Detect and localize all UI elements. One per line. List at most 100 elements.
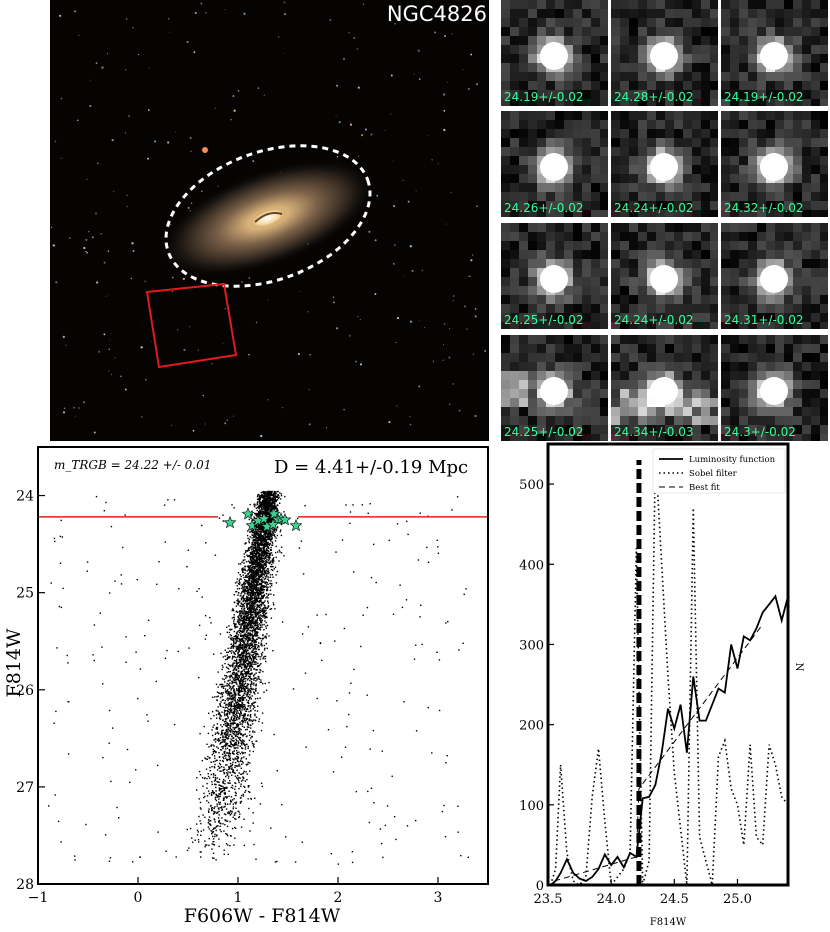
pixel: [692, 241, 701, 250]
pixel: [730, 45, 739, 54]
pixel: [620, 398, 629, 407]
field-star: [90, 80, 91, 81]
pixel: [775, 183, 784, 192]
cmd-star: [272, 532, 273, 533]
pixel: [730, 389, 739, 398]
pixel: [683, 232, 692, 241]
cmd-star: [242, 707, 243, 708]
cmd-star: [222, 694, 223, 695]
pixel: [591, 295, 600, 304]
pixel: [573, 223, 582, 232]
pixel: [665, 407, 674, 416]
cmd-star: [250, 559, 251, 560]
pixel: [501, 268, 510, 277]
cmd-star: [262, 577, 263, 578]
pixel: [555, 18, 564, 27]
pixel: [802, 27, 811, 36]
pixel: [656, 27, 665, 36]
pixel: [739, 0, 748, 9]
pixel: [591, 268, 600, 277]
pixel: [674, 335, 683, 344]
pixel: [683, 223, 692, 232]
pixel: [591, 138, 600, 147]
pixel: [757, 362, 766, 371]
cmd-star: [262, 570, 263, 571]
cmd-star: [265, 578, 266, 579]
pixel: [665, 344, 674, 353]
cmd-star: [237, 700, 238, 701]
star-thumbnail: 24.25+/-0.02: [501, 335, 608, 441]
cmd-star: [248, 696, 249, 697]
cmd-star: [255, 653, 256, 654]
pixel: [811, 434, 820, 441]
pixel: [784, 232, 793, 241]
field-star: [248, 277, 250, 279]
cmd-star: [247, 628, 248, 629]
cmd-star: [259, 503, 260, 504]
cmd-star: [253, 744, 254, 745]
pixel: [600, 174, 608, 183]
pixel: [793, 232, 802, 241]
pixel: [573, 241, 582, 250]
cmd-star: [240, 698, 241, 699]
cmd-star: [250, 684, 251, 685]
cmd-star: [254, 702, 255, 703]
pixel: [611, 295, 620, 304]
pixel: [656, 241, 665, 250]
cmd-star: [197, 834, 198, 835]
cmd-star: [251, 660, 252, 661]
cmd-star: [235, 776, 236, 777]
pixel: [582, 398, 591, 407]
field-star: [376, 195, 378, 197]
pixel: [564, 371, 573, 380]
pixel: [620, 416, 629, 425]
field-star: [101, 66, 103, 68]
pixel: [721, 36, 730, 45]
cmd-star: [225, 704, 226, 705]
pixel: [501, 407, 510, 416]
cmd-star: [236, 758, 237, 759]
pixel: [701, 268, 710, 277]
cmd-star: [243, 643, 244, 644]
pixel: [820, 232, 828, 241]
pixel: [811, 398, 820, 407]
pixel: [811, 165, 820, 174]
cmd-star: [248, 748, 249, 749]
cmd-star: [258, 615, 259, 616]
pixel: [766, 223, 775, 232]
pixel: [802, 192, 811, 201]
pixel: [674, 111, 683, 120]
cmd-star: [203, 793, 204, 794]
field-star: [74, 10, 76, 12]
pixel: [620, 129, 629, 138]
pixel: [564, 362, 573, 371]
field-star: [394, 244, 396, 246]
cmd-star: [225, 718, 226, 719]
field-star: [424, 327, 425, 328]
pixel: [528, 63, 537, 72]
star-thumbnail: 24.3+/-0.02: [721, 335, 828, 441]
pixel: [692, 165, 701, 174]
pixel: [528, 174, 537, 183]
cmd-star: [245, 707, 246, 708]
cmd-star: [237, 599, 238, 600]
field-star: [418, 50, 420, 52]
pixel: [638, 36, 647, 45]
cmd-star: [234, 750, 235, 751]
pixel: [710, 259, 718, 268]
field-star: [195, 12, 197, 14]
pixel: [591, 63, 600, 72]
pixel: [784, 138, 793, 147]
cmd-star: [256, 598, 257, 599]
cmd-star: [243, 577, 244, 578]
field-star: [470, 259, 472, 261]
cmd-star: [244, 664, 245, 665]
pixel: [692, 36, 701, 45]
cmd-star: [214, 836, 215, 837]
pixel: [721, 165, 730, 174]
pixel: [674, 147, 683, 156]
field-star: [149, 68, 150, 69]
pixel: [784, 416, 793, 425]
cmd-star: [210, 830, 211, 831]
cmd-star: [236, 713, 237, 714]
